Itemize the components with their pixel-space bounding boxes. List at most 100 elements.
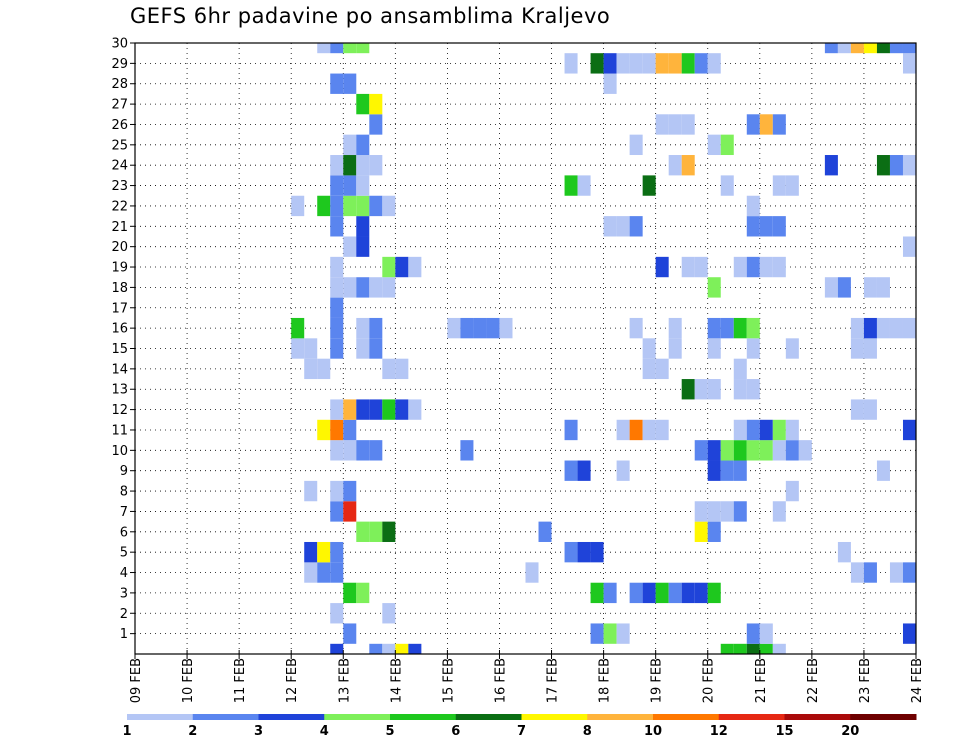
data-cell [447,317,461,339]
data-cell [564,460,578,481]
data-cell [473,317,487,339]
data-cell [330,155,344,176]
y-tick-label: 16 [111,322,128,337]
data-cell [902,236,916,257]
x-tick-label: 17 FEB [546,658,561,703]
data-cell [343,399,357,420]
data-cell [343,195,357,217]
x-tick-label: 19 FEB [650,658,665,703]
data-cell [863,562,877,583]
data-cell [876,277,890,298]
data-cell [759,216,773,237]
x-tick-label: 18 FEB [598,658,613,703]
data-cell [369,277,383,298]
data-cell [369,93,383,115]
data-cell [759,256,773,278]
data-cell [863,338,877,359]
data-cell [772,440,786,461]
data-cell [759,643,773,654]
data-cell [408,643,422,654]
data-cell [759,440,773,461]
data-cell [577,541,591,563]
data-cell [382,277,396,298]
data-cell [720,460,734,481]
data-cell [343,134,357,156]
x-tick-label: 11 FEB [233,658,248,703]
data-cell [356,175,370,196]
y-tick-label: 3 [120,586,128,601]
data-cell [694,501,708,522]
data-cell [746,256,760,278]
data-cell [733,419,747,441]
data-cell [707,521,721,542]
data-cell [824,43,838,54]
data-cell [850,562,864,583]
data-cell [304,541,318,563]
data-cell [629,317,643,339]
x-tick-label: 15 FEB [441,658,456,703]
data-cell [876,43,890,54]
y-tick-label: 25 [111,138,128,153]
data-cell [330,73,344,94]
data-cell [902,43,916,54]
data-cell [356,317,370,339]
legend-label: 2 [188,724,197,739]
data-cell [382,358,396,380]
legend-label: 20 [841,724,859,739]
data-cell [356,195,370,217]
data-cell [759,623,773,644]
data-cell [746,317,760,339]
data-cell [694,521,708,542]
legend-swatch [850,714,917,720]
data-cell [902,53,916,74]
data-cell [356,277,370,298]
data-cell [395,358,409,380]
data-cell [863,317,877,339]
legend-swatch [718,714,785,720]
data-cell [694,379,708,400]
y-tick-label: 15 [111,342,128,357]
data-cell [603,53,617,74]
data-cell [317,419,331,441]
data-cell [629,53,643,74]
data-cell [616,623,630,644]
data-cell [694,440,708,461]
data-cell [772,114,786,135]
y-tick-label: 27 [111,98,128,113]
data-cell [746,643,760,654]
data-cell [889,317,903,339]
data-cell [395,256,409,278]
data-cell [772,175,786,196]
data-cell [759,114,773,135]
data-cell [863,277,877,298]
data-cell [330,419,344,441]
data-cell [733,379,747,400]
data-cell [681,379,695,400]
data-cell [382,521,396,542]
data-cell [330,277,344,298]
data-cell [720,643,734,654]
y-tick-label: 11 [111,423,128,438]
data-cell [655,256,669,278]
data-cell [369,440,383,461]
data-cell [655,582,669,604]
data-cell [317,541,331,563]
data-cell [408,399,422,420]
data-cell [330,175,344,196]
y-axis: 1234567891011121314151617181920212223242… [111,37,135,642]
data-cell [343,43,357,54]
data-cell [902,419,916,441]
data-cell [707,379,721,400]
y-tick-label: 18 [111,281,128,296]
data-cell [616,53,630,74]
data-cell [590,623,604,644]
data-cell [616,460,630,481]
data-cell [629,134,643,156]
y-tick-label: 30 [111,37,128,52]
legend-swatch [587,714,654,720]
data-cell [876,155,890,176]
data-cell [330,541,344,563]
data-cell [785,175,799,196]
data-cell [603,216,617,237]
legend-swatch [324,714,391,720]
